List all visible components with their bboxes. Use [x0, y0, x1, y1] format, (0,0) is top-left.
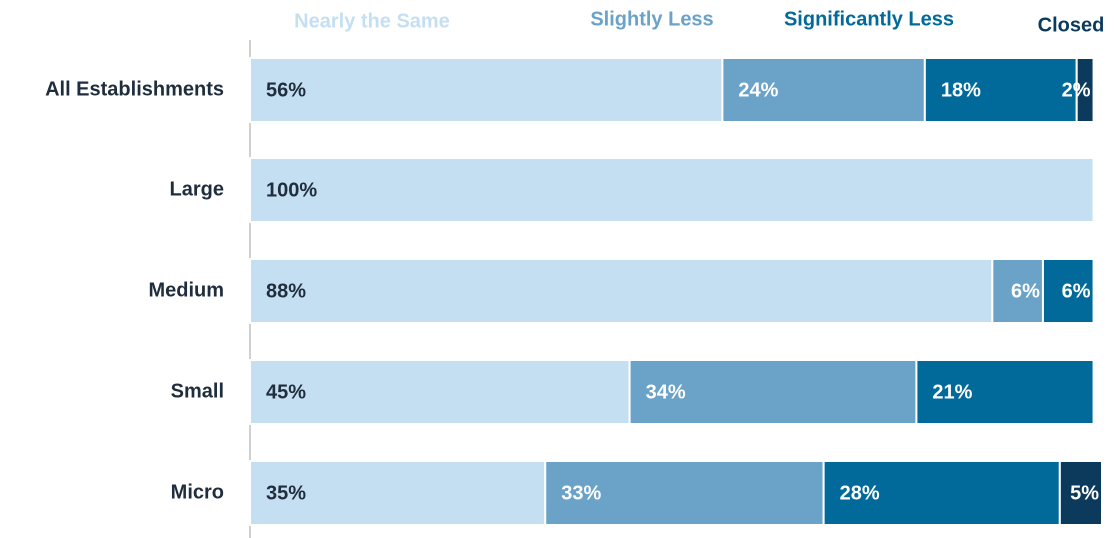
legend-label: Closed [1038, 14, 1105, 36]
data-label: 6% [1062, 280, 1091, 302]
y-tick-label: Small [171, 380, 224, 402]
data-label: 100% [266, 179, 317, 201]
bar-segment [249, 359, 631, 425]
data-label: 24% [738, 79, 778, 101]
y-tick-label: All Establishments [45, 78, 224, 100]
bar-segment [1058, 460, 1103, 526]
bar-segment [628, 359, 918, 425]
y-tick-label: Large [170, 178, 224, 200]
data-label: 88% [266, 280, 306, 302]
data-label: 21% [932, 381, 972, 403]
data-label: 33% [561, 482, 601, 504]
y-tick-label: Medium [148, 279, 224, 301]
data-label: 45% [266, 381, 306, 403]
data-label: 28% [840, 482, 880, 504]
bar-segment [991, 258, 1044, 324]
bar-segment [915, 359, 1095, 425]
bar-segment [1075, 57, 1095, 123]
bar-segment [249, 57, 724, 123]
bar-segment [1041, 258, 1095, 324]
data-label: 2% [1062, 79, 1091, 101]
data-label: 5% [1070, 482, 1099, 504]
bar-segment [822, 460, 1061, 526]
bar-segment [249, 157, 1095, 223]
data-label: 6% [1011, 280, 1040, 302]
data-label: 35% [266, 482, 306, 504]
y-tick-label: Micro [171, 481, 224, 503]
data-label: 56% [266, 79, 306, 101]
legend-label: Nearly the Same [294, 10, 450, 32]
bar-segment [923, 57, 1078, 123]
bar-segment [249, 258, 994, 324]
data-label: 18% [941, 79, 981, 101]
legend-label: Slightly Less [590, 8, 713, 30]
legend-label: Significantly Less [784, 8, 954, 30]
data-label: 34% [646, 381, 686, 403]
